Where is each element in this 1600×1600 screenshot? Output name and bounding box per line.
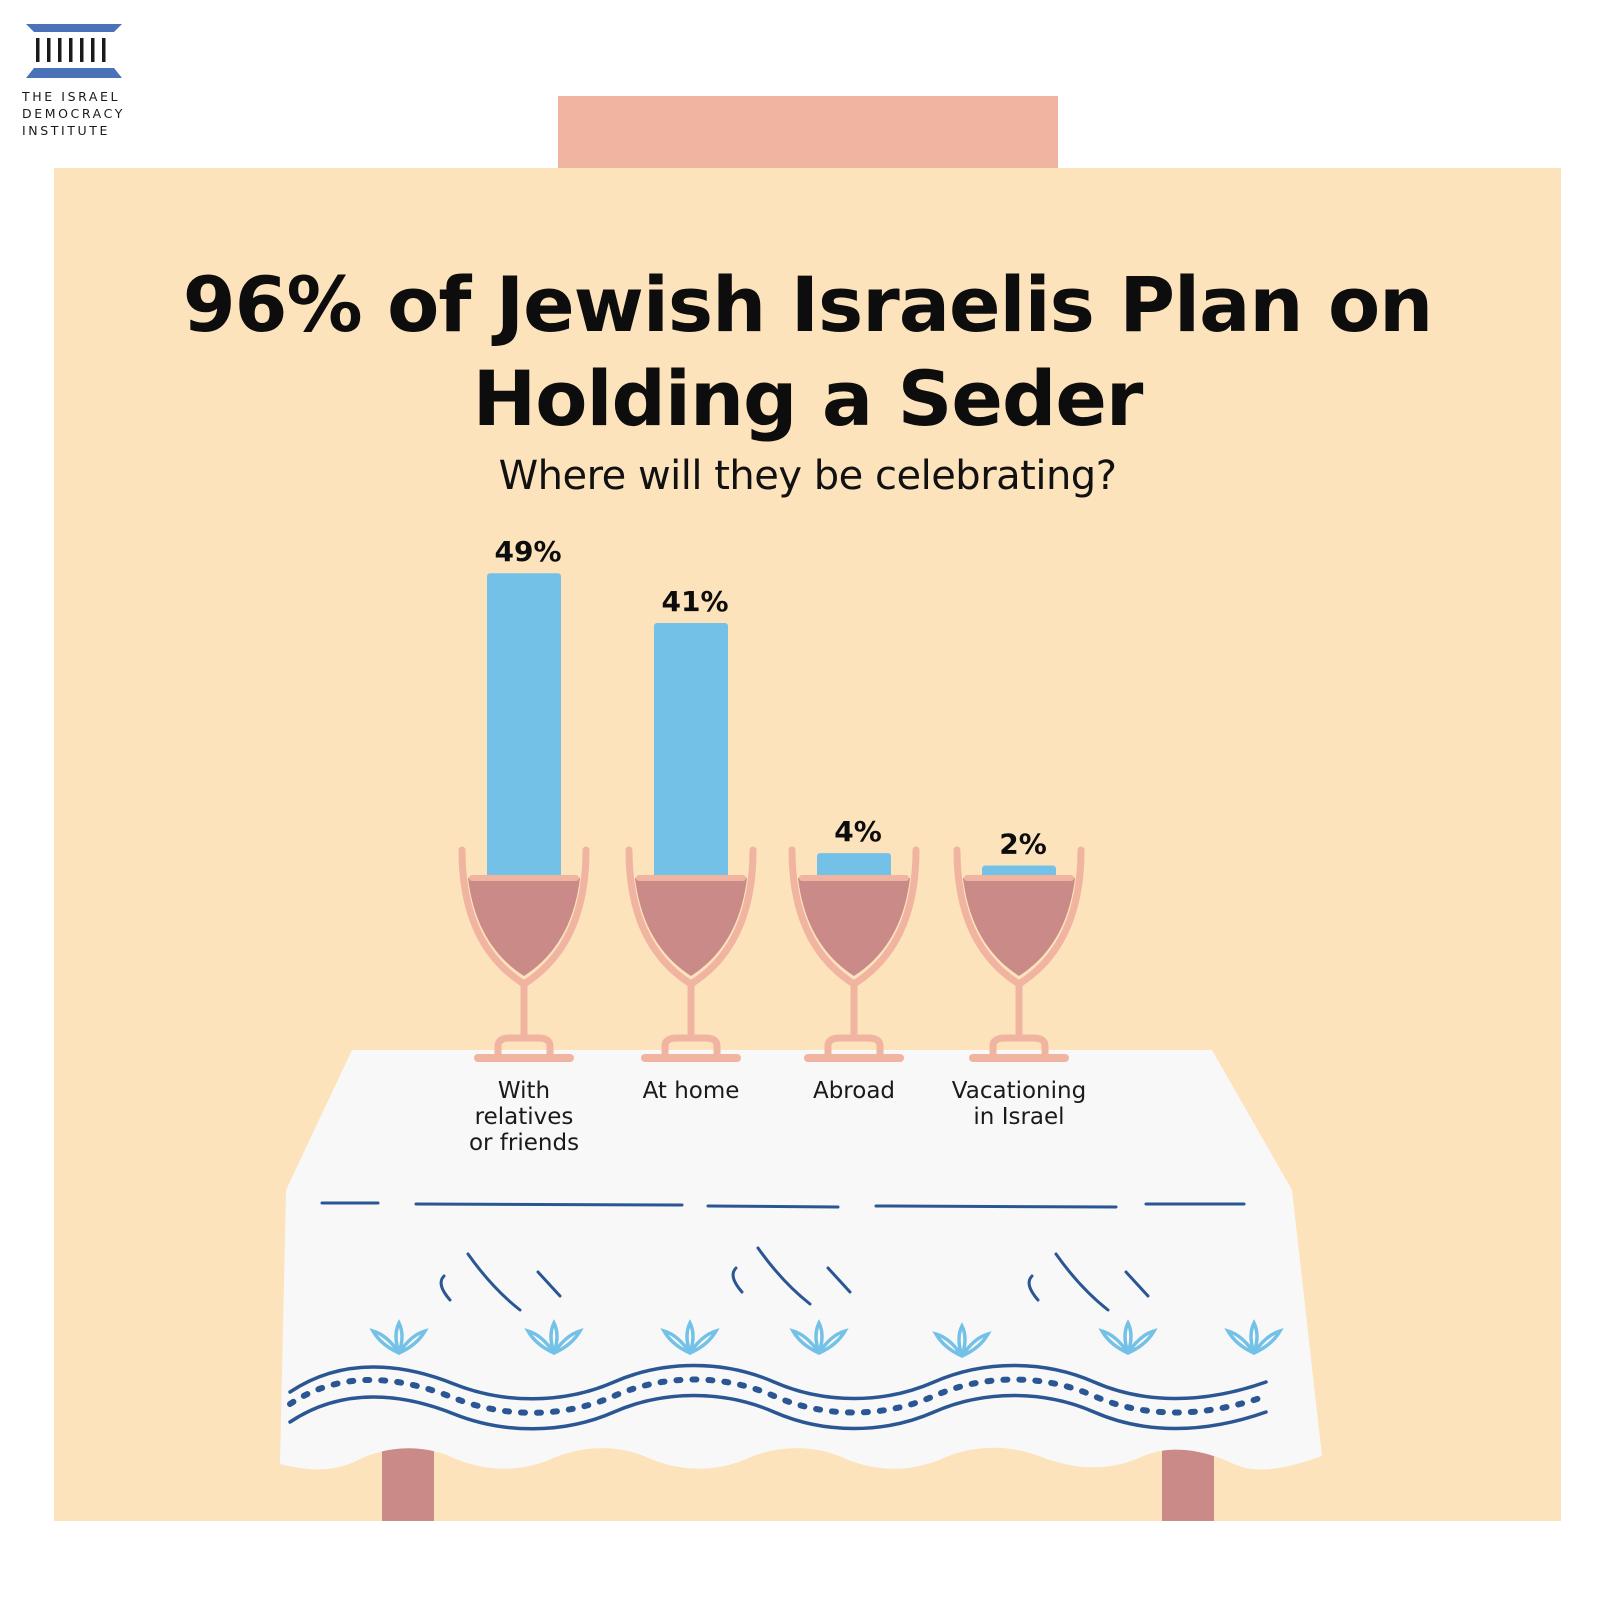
value-label: 4% — [834, 815, 882, 848]
chart-bar — [487, 573, 561, 882]
chart-bar — [817, 853, 891, 882]
wine-fill — [963, 878, 1075, 976]
category-label: With relatives or friends — [469, 1078, 579, 1156]
glass-foot — [824, 1034, 884, 1054]
value-label: 2% — [999, 828, 1047, 861]
category-label: Abroad — [813, 1078, 895, 1104]
logo-line-2: DEMOCRACY — [22, 106, 125, 121]
tablecloth-stripes — [320, 1201, 1246, 1209]
goblets: 49% With relatives or friends 41% At home 4% Ab… — [458, 535, 1086, 1156]
tablecloth — [280, 1050, 1322, 1470]
glass-foot — [661, 1034, 721, 1054]
chart-bar — [654, 622, 728, 882]
goblet-group: 49% With relatives or friends — [458, 535, 590, 1156]
category-label: Vacationing in Israel — [952, 1078, 1086, 1130]
tablecloth-hatching — [439, 1246, 1150, 1312]
flower-motifs — [369, 1319, 1284, 1358]
logo-text: THE ISRAEL DEMOCRACY INSTITUTE — [22, 88, 132, 139]
value-label: 41% — [661, 585, 728, 618]
value-label: 49% — [494, 535, 561, 568]
decorative-tab — [558, 96, 1058, 168]
infographic-panel: 96% of Jewish Israelis Plan on Holding a… — [54, 168, 1561, 1521]
seder-chart: 49% With relatives or friends 41% At home 4% Ab… — [280, 535, 1322, 1521]
wine-fill — [635, 878, 747, 976]
wave-border — [287, 1363, 1269, 1431]
columns-building-icon — [26, 24, 122, 78]
page-title: 96% of Jewish Israelis Plan on Holding a… — [182, 260, 1434, 443]
logo-line-3: INSTITUTE — [22, 123, 111, 138]
wine-fill — [798, 878, 910, 976]
logo-line-1: THE ISRAEL — [22, 89, 121, 104]
wine-fill — [468, 878, 580, 976]
glass-foot — [989, 1034, 1049, 1054]
goblet-group: 2% Vacationing in Israel — [952, 828, 1086, 1130]
logo: THE ISRAEL DEMOCRACY INSTITUTE — [22, 20, 132, 139]
goblet-group: 41% At home — [625, 585, 757, 1104]
category-label: At home — [643, 1078, 740, 1104]
glass-foot — [494, 1034, 554, 1054]
goblet-group: 4% Abroad — [788, 815, 920, 1104]
page-subtitle: Where will they be celebrating? — [498, 453, 1117, 499]
table-leg-left — [382, 1438, 434, 1521]
